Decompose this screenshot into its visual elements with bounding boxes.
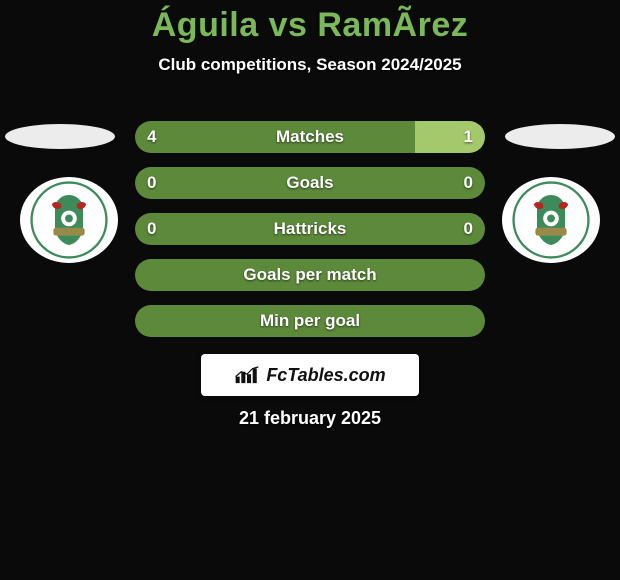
stat-value-left: 0	[147, 167, 156, 199]
stat-row: Matches4 1	[135, 121, 485, 153]
player-photo-right	[505, 124, 615, 149]
stat-label: Hattricks	[135, 213, 485, 245]
branding-badge[interactable]: FcTables.com	[201, 354, 419, 396]
stat-value-left: 4	[147, 121, 156, 153]
stats-bars: Matches41Goals00Hattricks00Goals per mat…	[135, 121, 485, 351]
crest-icon	[512, 181, 590, 259]
stat-value-right: 0	[464, 167, 473, 199]
bars-icon	[234, 364, 260, 386]
branding-text: FcTables.com	[266, 365, 385, 386]
stat-row: Goals per match	[135, 259, 485, 291]
club-crest-right	[502, 177, 600, 263]
comparison-card: Águila vs RamÃ­rez Club competitions, Se…	[0, 0, 620, 580]
stat-row: Goals0 0	[135, 167, 485, 199]
stat-row: Hattricks0 0	[135, 213, 485, 245]
stat-label: Min per goal	[135, 305, 485, 337]
stat-label: Goals	[135, 167, 485, 199]
footer-date: 21 february 2025	[0, 408, 620, 429]
stat-value-left: 0	[147, 213, 156, 245]
stat-label: Goals per match	[135, 259, 485, 291]
stat-value-right: 1	[464, 121, 473, 153]
page-title: Águila vs RamÃ­rez	[0, 6, 620, 45]
crest-icon	[30, 181, 108, 259]
club-crest-left	[20, 177, 118, 263]
stat-label: Matches	[135, 121, 485, 153]
stat-value-right: 0	[464, 213, 473, 245]
subtitle: Club competitions, Season 2024/2025	[0, 55, 620, 75]
stat-row: Min per goal	[135, 305, 485, 337]
player-photo-left	[5, 124, 115, 149]
